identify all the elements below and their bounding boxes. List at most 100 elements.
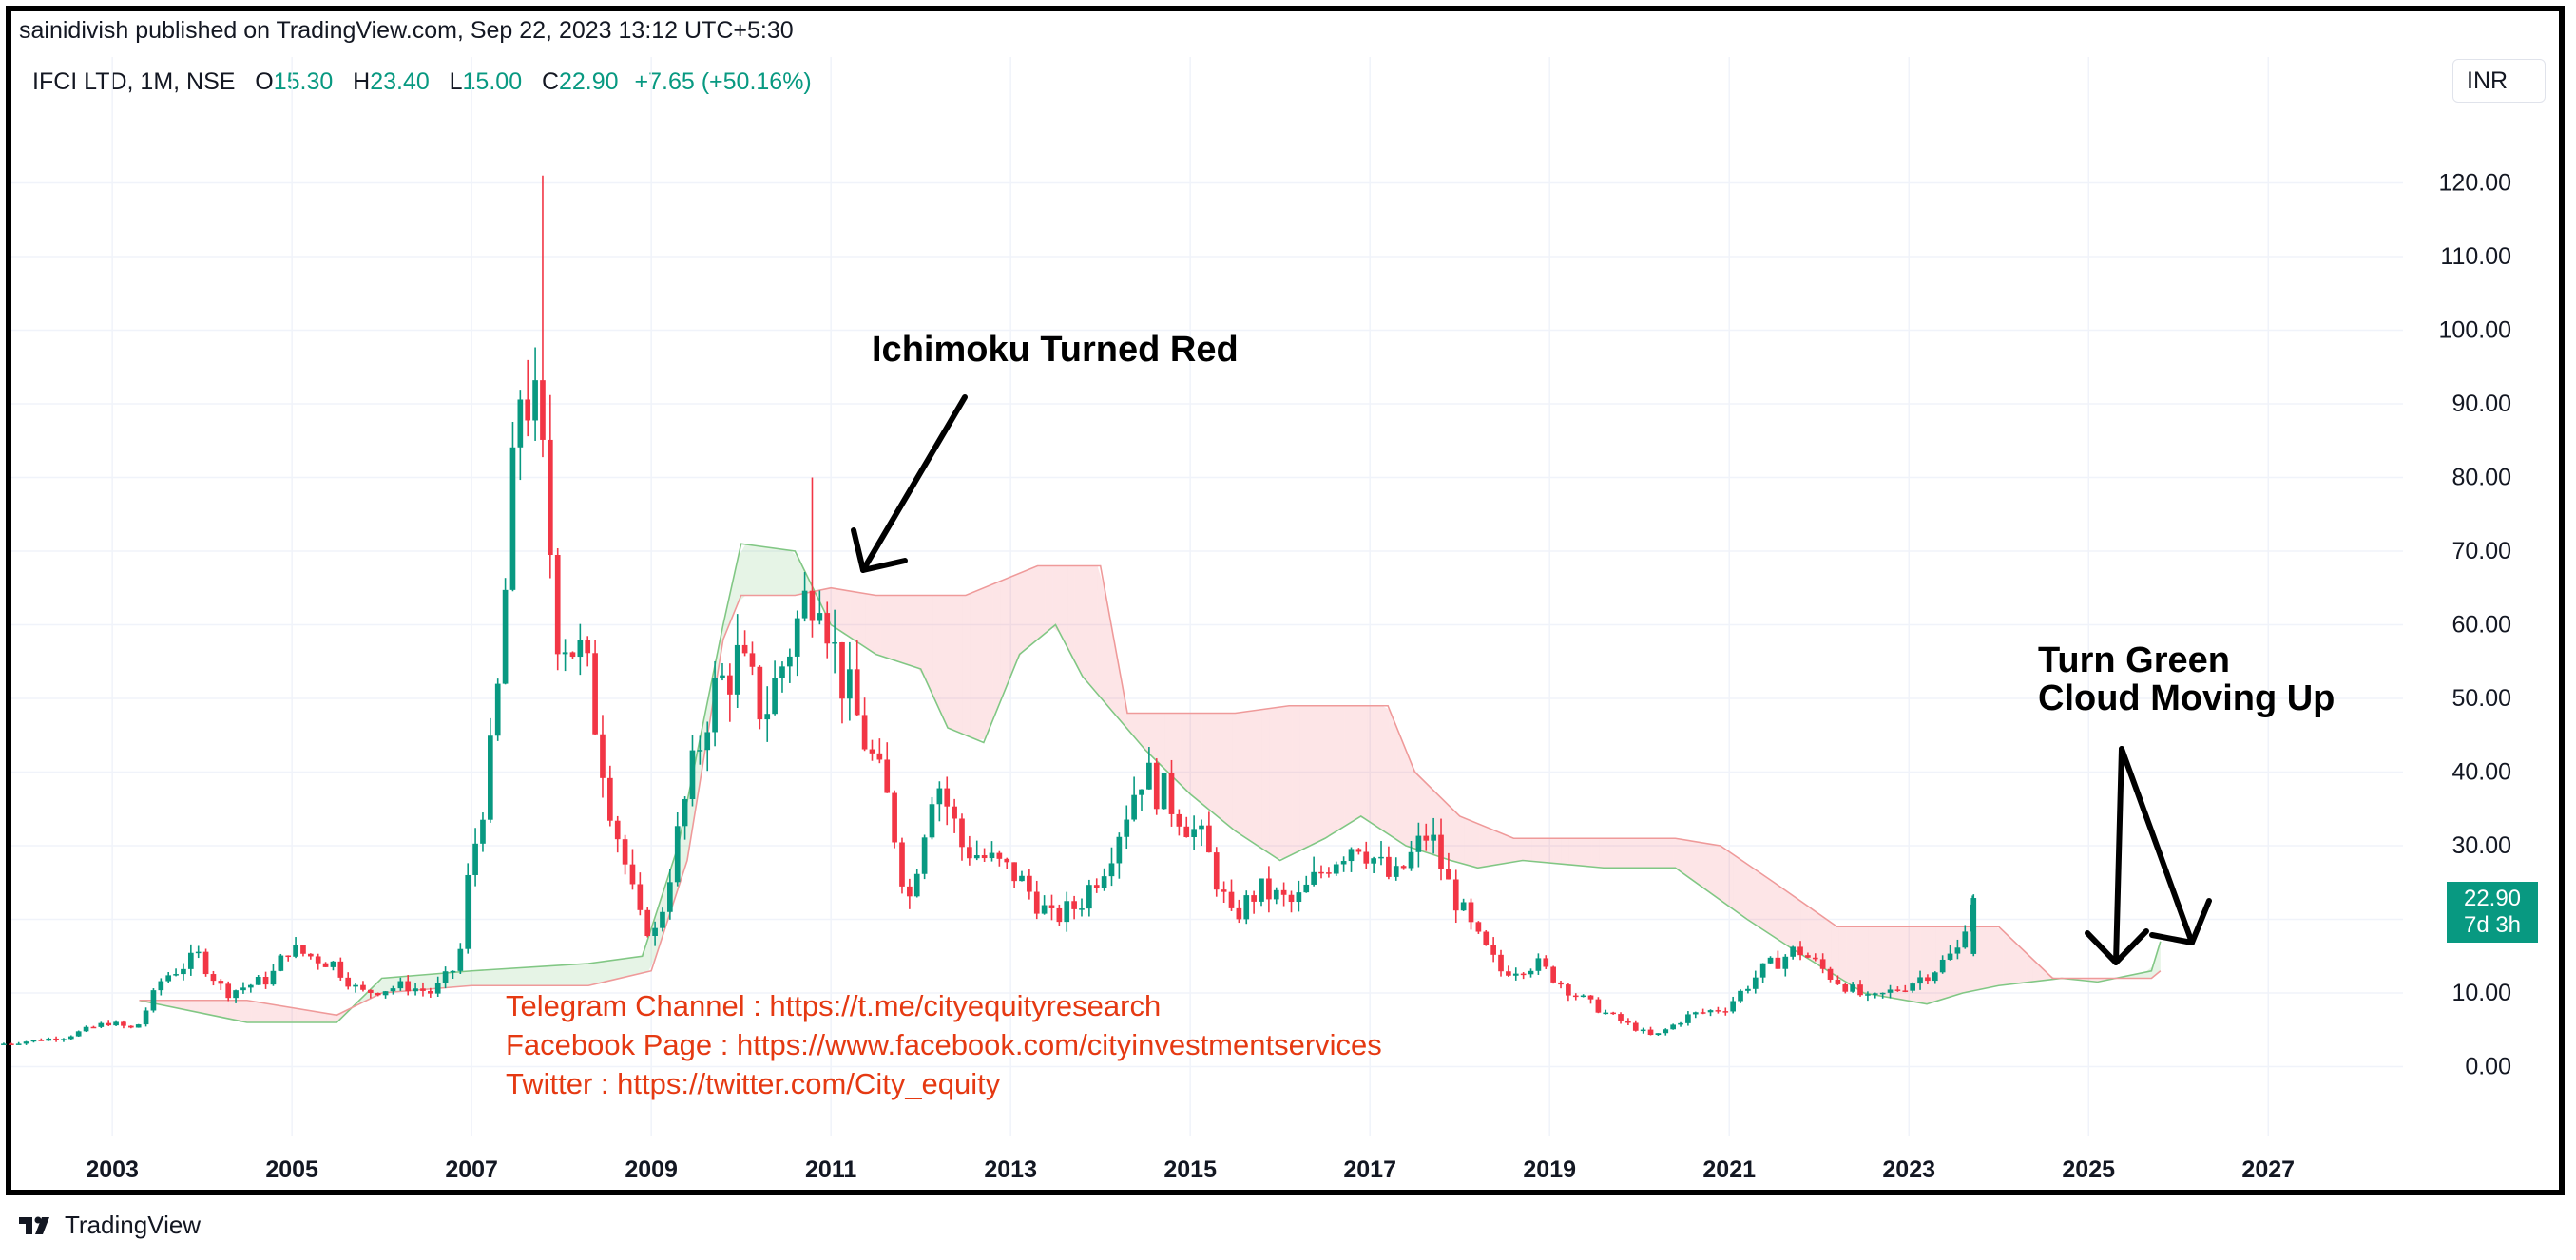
candle-body (1475, 922, 1482, 932)
cloud-segment (415, 974, 424, 991)
cloud-segment (1247, 710, 1255, 844)
currency-button[interactable]: INR (2452, 59, 2546, 103)
cloud-segment (730, 557, 739, 621)
cloud-segment (1097, 565, 1105, 703)
cloud-segment (954, 595, 963, 735)
candle-body (944, 788, 951, 807)
ohlc-legend: IFCI LTD, 1M, NSE O15.30 H23.40 L15.00 C… (32, 68, 812, 96)
candle-body (1431, 834, 1436, 841)
x-tick-label: 2025 (2062, 1156, 2115, 1183)
cloud-segment (1696, 841, 1704, 888)
candle-body (1700, 1012, 1706, 1014)
candle-body (1805, 955, 1811, 958)
cloud-segment (595, 961, 604, 984)
cloud-segment (1344, 705, 1353, 827)
cloud-segment (1261, 708, 1270, 854)
candle-body (1206, 825, 1212, 853)
cloud-segment (1740, 860, 1749, 921)
cloud-segment (948, 595, 955, 732)
candle-body (382, 991, 389, 996)
candle-body (427, 990, 433, 994)
cloud-segment (1217, 713, 1225, 823)
candle-body (1842, 983, 1849, 992)
x-tick-label: 2017 (1343, 1156, 1396, 1183)
cloud-segment (1493, 830, 1502, 866)
cloud-segment (1284, 705, 1293, 859)
cloud-segment (880, 595, 889, 659)
cloud-segment (513, 967, 522, 986)
candle-body (1587, 995, 1594, 1000)
cloud-segment (1591, 838, 1600, 868)
cloud-segment (1412, 764, 1420, 850)
candle-body (1812, 957, 1818, 960)
cloud-segment (1823, 917, 1832, 973)
candle-body (1902, 990, 1909, 992)
y-tick-label: 40.00 (2451, 759, 2511, 786)
candle-body (1939, 959, 1946, 973)
cloud-segment (453, 971, 462, 987)
symbol-label[interactable]: IFCI LTD, 1M, NSE (32, 68, 236, 95)
cloud-segment (1568, 838, 1577, 866)
candle-body (1512, 973, 1519, 976)
twitter-link[interactable]: Twitter : https://twitter.com/City_equit… (506, 1067, 1001, 1100)
candle-body (285, 955, 292, 958)
candle-body (1707, 1010, 1714, 1013)
candle-body (143, 1010, 149, 1025)
cloud-segment (850, 591, 858, 643)
cloud-segment (176, 1000, 184, 1010)
candle-body (847, 669, 853, 699)
candle-body (577, 640, 584, 658)
tradingview-footer[interactable]: TradingView (19, 1211, 201, 1240)
chart-grid (11, 57, 2403, 1136)
candle-body (1048, 905, 1055, 908)
candle-body (921, 837, 928, 874)
cloud-segment (228, 1000, 237, 1021)
candle-body (233, 990, 239, 999)
cloud-segment (962, 593, 971, 737)
y-tick-label: 30.00 (2451, 832, 2511, 859)
candle-body (181, 968, 186, 975)
candle-body (1086, 885, 1092, 909)
cloud-segment (1127, 713, 1135, 738)
cloud-segment (1561, 838, 1569, 865)
cloud-segment (1142, 713, 1150, 754)
price-axis: 0.0010.0020.0030.0040.0050.0060.0070.008… (2439, 170, 2511, 1080)
candle-body (1116, 836, 1123, 864)
candle-body (1273, 889, 1279, 900)
y-tick-label: 110.00 (2440, 243, 2511, 270)
candle-body (202, 951, 209, 975)
candle-body (1752, 977, 1759, 989)
cloud-segment (1891, 926, 1899, 1000)
candle-body (30, 1040, 37, 1042)
cloud-segment (243, 1000, 252, 1022)
telegram-link[interactable]: Telegram Channel : https://t.me/cityequi… (506, 989, 1161, 1022)
cloud-segment (873, 594, 881, 657)
candle-body (554, 555, 561, 655)
candle-body (1879, 992, 1886, 995)
candle-body (61, 1039, 67, 1040)
candle-body (1101, 876, 1107, 888)
cloud-segment (1621, 838, 1629, 869)
candle-body (165, 975, 172, 982)
facebook-link[interactable]: Facebook Page : https://www.facebook.com… (506, 1028, 1382, 1061)
candle-body (1355, 849, 1362, 852)
cloud-segment (1045, 565, 1053, 634)
candle-body (869, 749, 875, 754)
cloud-segment (1786, 890, 1794, 950)
candle-body (884, 759, 891, 793)
candle-body (1011, 862, 1017, 882)
candle-body (1221, 889, 1227, 892)
cloud-segment (475, 969, 484, 986)
candle-body (682, 798, 688, 827)
arrow-shaft-left (2113, 746, 2124, 965)
candle-body (67, 1036, 74, 1040)
cloud-segment (1008, 575, 1015, 684)
arrow-shaft-right (2119, 746, 2195, 945)
candle-body (420, 988, 426, 991)
cloud-segment (1756, 869, 1764, 930)
cloud-segment (1299, 705, 1308, 851)
y-tick-label: 100.00 (2439, 317, 2511, 344)
candle-body (952, 806, 957, 819)
candle-body (1490, 945, 1496, 955)
